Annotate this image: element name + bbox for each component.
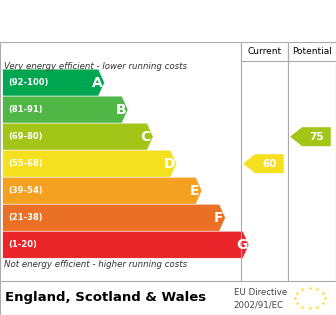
Polygon shape — [3, 123, 153, 150]
Polygon shape — [3, 69, 104, 96]
Text: (39-54): (39-54) — [9, 186, 43, 195]
Text: (55-68): (55-68) — [9, 159, 43, 168]
Text: (81-91): (81-91) — [9, 105, 43, 114]
Text: E: E — [190, 184, 199, 198]
Text: (69-80): (69-80) — [9, 132, 43, 141]
Text: Energy Efficiency Rating: Energy Efficiency Rating — [53, 12, 283, 30]
Text: 60: 60 — [262, 159, 277, 169]
Text: (21-38): (21-38) — [9, 213, 43, 222]
Polygon shape — [3, 204, 225, 231]
Text: (1-20): (1-20) — [9, 240, 38, 249]
Text: D: D — [164, 157, 175, 171]
Text: 2002/91/EC: 2002/91/EC — [234, 300, 284, 309]
Text: B: B — [115, 103, 126, 117]
Bar — [241, 42, 288, 61]
Text: 75: 75 — [309, 132, 324, 142]
Polygon shape — [3, 231, 249, 258]
Text: England, Scotland & Wales: England, Scotland & Wales — [5, 291, 206, 304]
Text: Not energy efficient - higher running costs: Not energy efficient - higher running co… — [4, 260, 187, 269]
Polygon shape — [3, 96, 128, 123]
Bar — [288, 42, 336, 61]
Text: C: C — [141, 130, 151, 144]
Text: (92-100): (92-100) — [9, 78, 49, 87]
Polygon shape — [243, 154, 284, 173]
Text: Very energy efficient - lower running costs: Very energy efficient - lower running co… — [4, 62, 187, 71]
Polygon shape — [290, 127, 331, 146]
Text: EU Directive: EU Directive — [234, 289, 287, 297]
Polygon shape — [3, 150, 177, 177]
Text: Potential: Potential — [292, 47, 332, 56]
Text: F: F — [213, 211, 223, 225]
Text: Current: Current — [248, 47, 282, 56]
Text: A: A — [92, 76, 102, 90]
Text: G: G — [236, 238, 247, 252]
Polygon shape — [3, 177, 202, 204]
